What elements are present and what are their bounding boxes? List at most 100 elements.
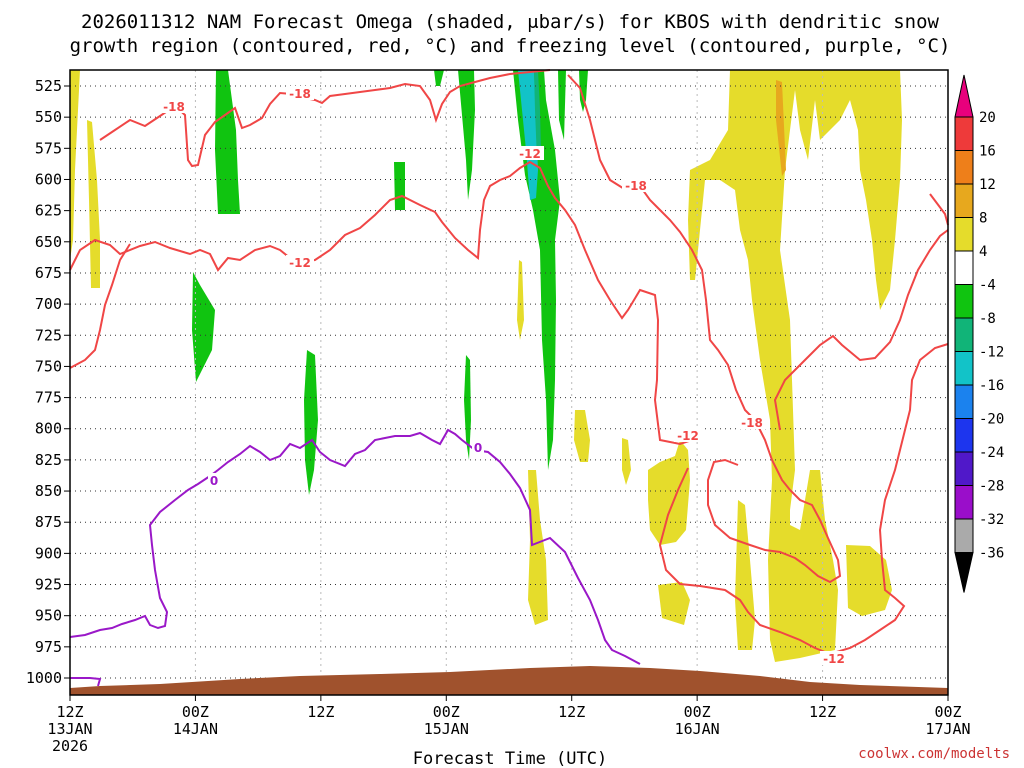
y-axis: 525 550 575 600 625 650 675 700 725 750 775 800 825 8… bbox=[26, 77, 70, 687]
colorbar-swatch bbox=[954, 217, 974, 252]
contour-label-bg bbox=[820, 651, 848, 665]
y-tick-label: 775 bbox=[35, 389, 62, 407]
colorbar-swatch bbox=[954, 384, 974, 419]
contour-label-bg bbox=[674, 428, 702, 442]
dgz-12-contour bbox=[69, 160, 699, 446]
colorbar-label: -32 bbox=[979, 512, 1004, 528]
contour-label: -18 bbox=[163, 100, 185, 114]
colorbar-label: -4 bbox=[979, 278, 996, 294]
freezing-level-contour bbox=[69, 428, 641, 687]
colorbar-swatch bbox=[954, 150, 974, 185]
y-tick-label: 550 bbox=[35, 108, 62, 126]
contour-label-bg bbox=[286, 255, 314, 269]
x-tick-label: 12Z bbox=[809, 703, 836, 721]
colorbar-label: -24 bbox=[979, 445, 1004, 461]
contour-label: -12 bbox=[677, 429, 699, 443]
x-tick-label: 00Z bbox=[433, 703, 460, 721]
contour-label: -12 bbox=[823, 652, 845, 666]
x-tick-label: 00Z bbox=[934, 703, 961, 721]
contour-label: -18 bbox=[625, 179, 647, 193]
x-tick-label: 00Z bbox=[684, 703, 711, 721]
colorbar-swatch bbox=[954, 183, 974, 218]
dgz-middle-18-contour bbox=[773, 229, 949, 431]
colorbar-label: -20 bbox=[979, 412, 1004, 428]
contour-label-bg bbox=[286, 86, 314, 100]
x-tick-label: 17JAN bbox=[925, 720, 970, 738]
dgz-right-18-contour bbox=[929, 193, 949, 226]
colorbar-swatch bbox=[954, 485, 974, 520]
dgz-lower-12-contour-b bbox=[658, 343, 949, 656]
colorbar-top-arrow bbox=[954, 74, 974, 118]
x-tick-label: 12Z bbox=[56, 703, 83, 721]
y-tick-label: 675 bbox=[35, 264, 62, 282]
y-tick-label: 625 bbox=[35, 202, 62, 220]
y-tick-label: 1000 bbox=[26, 669, 62, 687]
y-tick-label: 850 bbox=[35, 482, 62, 500]
x-tick-label: 2026 bbox=[52, 737, 88, 755]
colorbar-label: 12 bbox=[979, 177, 996, 193]
x-tick-label: 12Z bbox=[307, 703, 334, 721]
credit-text: coolwx.com/modelts bbox=[858, 746, 1010, 762]
y-tick-label: 700 bbox=[35, 295, 62, 313]
x-tick-label: 00Z bbox=[182, 703, 209, 721]
contour-label-bg bbox=[622, 178, 650, 192]
plot-frame bbox=[69, 69, 949, 696]
dgz-upper-18-contour-b bbox=[567, 74, 842, 584]
terrain-surface bbox=[70, 666, 948, 695]
colorbar-label: 20 bbox=[979, 110, 996, 126]
contour-label: 0 bbox=[210, 474, 218, 488]
contour-label: -12 bbox=[289, 256, 311, 270]
x-tick-label: 15JAN bbox=[424, 720, 469, 738]
y-tick-label: 950 bbox=[35, 607, 62, 625]
plot-area: -18 -18 -12 -18 -12 -12 -18 -12 0 0 bbox=[69, 69, 949, 696]
colorbar-label: -8 bbox=[979, 311, 996, 327]
x-tick-label: 16JAN bbox=[675, 720, 720, 738]
contour-label-bg bbox=[516, 146, 544, 160]
omega-shade-orange bbox=[776, 80, 786, 176]
contour-label: 0 bbox=[474, 441, 482, 455]
x-tick-label: 13JAN bbox=[47, 720, 92, 738]
contour-label: -12 bbox=[519, 147, 541, 161]
colorbar-label: 8 bbox=[979, 211, 987, 227]
omega-shade-seagreen bbox=[534, 70, 541, 160]
y-tick-label: 750 bbox=[35, 357, 62, 375]
colorbar-label: 16 bbox=[979, 144, 996, 160]
y-tick-label: 925 bbox=[35, 576, 62, 594]
colorbar-bottom-arrow bbox=[954, 552, 974, 593]
y-tick-label: 975 bbox=[35, 638, 62, 656]
omega-shade-teal bbox=[518, 70, 538, 200]
contour-label-bg bbox=[472, 440, 484, 454]
colorbar-label: -16 bbox=[979, 378, 1004, 394]
chart-title-line1: 2026011312 NAM Forecast Omega (shaded, μ… bbox=[81, 11, 939, 33]
contour-label-bg bbox=[738, 415, 766, 429]
contour-labels: -18 -18 -12 -18 -12 -12 -18 -12 0 0 bbox=[160, 86, 848, 666]
x-axis-label: Forecast Time (UTC) bbox=[413, 749, 607, 768]
y-tick-label: 900 bbox=[35, 544, 62, 562]
contour-label-bg bbox=[160, 99, 188, 113]
colorbar-label: 4 bbox=[979, 244, 987, 260]
contour-label: -18 bbox=[741, 416, 763, 430]
contour-label-bg bbox=[208, 473, 220, 487]
colorbar-swatch bbox=[954, 250, 974, 285]
colorbar-label: -28 bbox=[979, 479, 1004, 495]
gridlines bbox=[70, 70, 948, 695]
y-tick-label: 600 bbox=[35, 170, 62, 188]
y-tick-label: 825 bbox=[35, 451, 62, 469]
colorbar: 20 16 12 8 4 -4 -8 -12 -16 -20 -24 -28 -32 -36 bbox=[954, 74, 1004, 593]
chart-title-line2: growth region (contoured, red, °C) and f… bbox=[70, 35, 951, 57]
colorbar-label: -36 bbox=[979, 546, 1004, 562]
y-tick-label: 875 bbox=[35, 513, 62, 531]
colorbar-swatch bbox=[954, 351, 974, 386]
y-tick-label: 525 bbox=[35, 77, 62, 95]
colorbar-swatch bbox=[954, 116, 974, 151]
contour-label: -18 bbox=[289, 87, 311, 101]
dgz-lower-12-contour bbox=[69, 243, 131, 369]
omega-shade-positive bbox=[70, 70, 902, 662]
colorbar-swatch bbox=[954, 451, 974, 486]
x-tick-label: 14JAN bbox=[173, 720, 218, 738]
colorbar-swatch bbox=[954, 317, 974, 352]
colorbar-swatch bbox=[954, 518, 974, 553]
y-tick-label: 800 bbox=[35, 420, 62, 438]
colorbar-swatch bbox=[954, 418, 974, 453]
